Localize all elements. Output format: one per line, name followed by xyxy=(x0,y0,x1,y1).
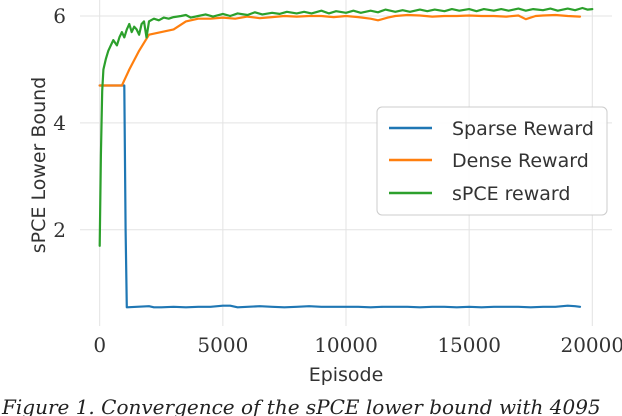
legend-box xyxy=(376,106,608,216)
legend-label-spce-reward: sPCE reward xyxy=(452,183,570,205)
legend-label-sparse-reward: Sparse Reward xyxy=(452,118,594,140)
series-line-sparse-reward xyxy=(98,84,582,309)
series-lines xyxy=(98,6,594,309)
x-tick-label: 0 xyxy=(93,333,106,357)
x-tick-label: 20000 xyxy=(560,333,622,357)
y-tick-label: 6 xyxy=(53,4,66,28)
legend: Sparse Reward Dense Reward sPCE reward xyxy=(376,106,608,216)
figure-caption: Figure 1. Convergence of the sPCE lower … xyxy=(1,395,601,416)
series-line-dense-reward xyxy=(98,13,582,87)
series-line-spce-reward xyxy=(98,6,594,247)
y-axis-title: sPCE Lower Bound xyxy=(28,77,50,253)
x-tick-label: 10000 xyxy=(314,333,378,357)
y-tick-label: 2 xyxy=(53,218,66,242)
x-tick-label: 15000 xyxy=(437,333,501,357)
x-axis-title: Episode xyxy=(309,364,384,386)
y-tick-label: 4 xyxy=(53,111,66,135)
x-tick-label: 5000 xyxy=(197,333,248,357)
tick-labels: 0 5000 10000 15000 20000 2 4 6 xyxy=(53,4,622,357)
legend-label-dense-reward: Dense Reward xyxy=(452,150,589,172)
